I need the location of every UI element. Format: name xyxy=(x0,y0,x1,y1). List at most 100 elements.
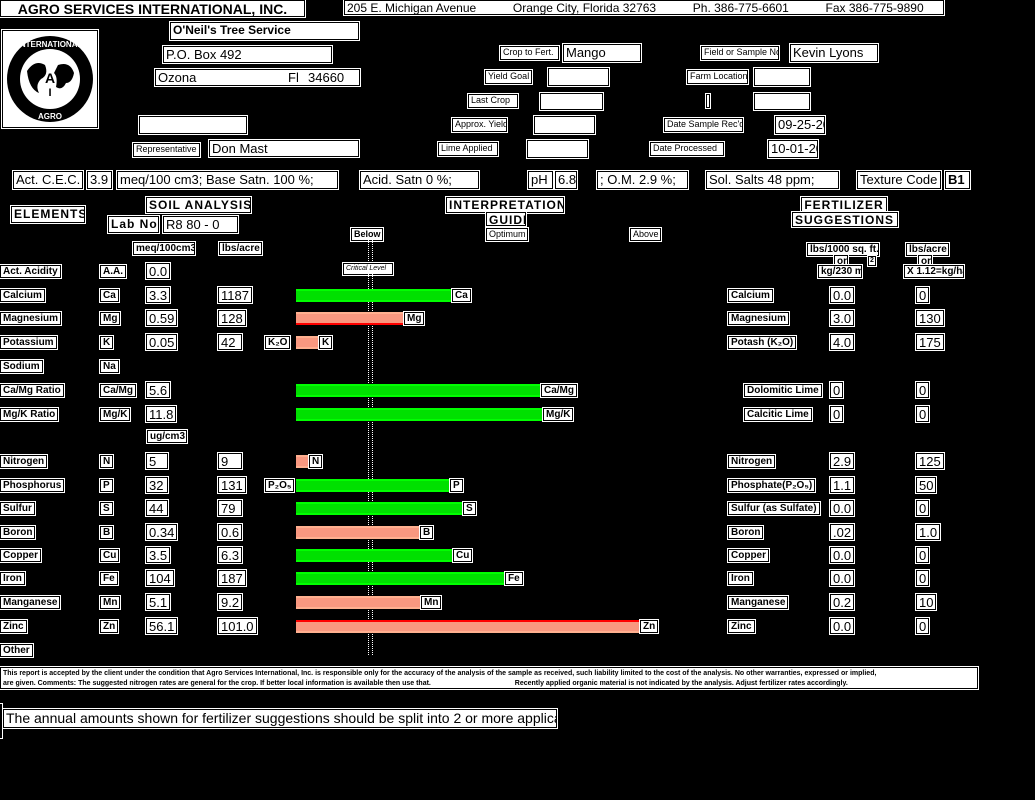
fertilizer-name: Magnesium xyxy=(726,311,791,326)
interpretation-bar xyxy=(296,620,639,633)
element-lbs-value: 101.0 xyxy=(217,617,258,635)
interpretation-bar xyxy=(296,408,542,421)
interpretation-bar xyxy=(296,502,462,515)
fertilizer-per-1000sqft: 0.0 xyxy=(828,546,856,564)
element-meq-value: 11.8 xyxy=(144,405,178,423)
fertilizer-name: Copper xyxy=(727,548,770,563)
fertilizer-per-acre: 175 xyxy=(915,333,945,351)
element-meq-value: 3.5 xyxy=(144,546,172,564)
cec-unit-base-satn: meq/100 cm3; Base Satn. 100 %; xyxy=(116,170,339,190)
interpretation-bar xyxy=(296,312,403,325)
cec-value: 3.9 xyxy=(86,170,113,190)
soil-analysis-header: SOIL ANALYSIS xyxy=(145,196,252,214)
fertilizer-per-1000sqft: 2.9 xyxy=(828,452,856,470)
element-name: Zinc xyxy=(0,619,28,634)
interpretation-bar-label: Mn xyxy=(419,595,443,610)
texture-code-value: B1 xyxy=(944,170,971,190)
interpretation-bar-label: P xyxy=(449,478,464,493)
element-symbol: Ca xyxy=(99,288,120,303)
yield-goal-value xyxy=(547,67,610,87)
interp-guide-header-1: INTERPRETATION xyxy=(445,196,566,214)
element-lbs-value: 131 xyxy=(217,476,247,494)
fertilizer-name: Manganese xyxy=(726,595,790,610)
fertilizer-per-1000sqft: 1.1 xyxy=(828,476,856,494)
element-lbs-value: 6.3 xyxy=(216,546,244,564)
fert-unit1-sup: 2 xyxy=(867,255,877,267)
element-symbol: Mg xyxy=(98,311,122,326)
optimum-label: Optimum xyxy=(485,227,529,242)
element-name: Phosphorus xyxy=(0,478,66,493)
unit-ug-header: ug/cm3 xyxy=(146,429,188,444)
fertilizer-per-acre: 0 xyxy=(914,546,931,564)
element-symbol: Cu xyxy=(98,548,121,563)
fert-unit1-line3: kg/230 m xyxy=(817,264,864,279)
fertilizer-name: Nitrogen xyxy=(726,454,777,469)
element-symbol: Zn xyxy=(98,619,120,634)
fertilizer-per-acre: 0 xyxy=(914,569,931,587)
lab-no-value: R8 80 - 0 xyxy=(162,215,239,234)
element-lbs-value: 9 xyxy=(217,452,243,470)
fertilizer-per-acre: 0 xyxy=(914,499,931,517)
element-meq-value: 56.1 xyxy=(144,617,179,635)
company-address: 205 E. Michigan Avenue xyxy=(347,1,477,15)
client-address: P.O. Box 492 xyxy=(162,45,333,64)
interpretation-bar-label: Zn xyxy=(638,619,660,634)
farm-location-label: Farm Location xyxy=(686,69,749,85)
farm-location-value xyxy=(753,67,811,87)
element-name: Calcium xyxy=(0,288,46,303)
element-symbol: Mn xyxy=(98,595,122,610)
element-symbol: B xyxy=(98,525,115,540)
fert-unit2-line3: X 1.12=kg/ha xyxy=(903,264,968,279)
company-fax: Fax 386-775-9890 xyxy=(825,1,924,15)
soluble-salts: Sol. Salts 48 ppm; xyxy=(705,170,840,190)
approx-yield-value xyxy=(533,115,596,135)
element-meq-value: 0.05 xyxy=(144,333,179,351)
field-sample-label: Field or Sample No. xyxy=(700,45,784,61)
lime-applied-value xyxy=(526,139,589,159)
disclaimer: This report is accepted by the client un… xyxy=(0,666,979,690)
svg-text:A: A xyxy=(45,70,55,86)
crop-label: Crop to Fert. xyxy=(499,45,560,61)
fertilizer-per-acre: 50 xyxy=(914,476,938,494)
interp-guide-header-2: GUIDE xyxy=(485,211,531,227)
note-marker xyxy=(0,703,3,739)
company-city: Orange City, Florida 32763 xyxy=(512,1,657,15)
svg-text:AGRO: AGRO xyxy=(38,112,62,121)
elements-header: ELEMENTS xyxy=(10,205,86,224)
element-symbol: N xyxy=(98,454,115,469)
element-meq-value: 5 xyxy=(145,452,169,470)
svg-text:I: I xyxy=(48,87,51,99)
fertilizer-per-acre: 10 xyxy=(914,593,938,611)
field-sample-value: Kevin Lyons xyxy=(789,43,879,63)
company-contact-bar: 205 E. Michigan Avenue Orange City, Flor… xyxy=(343,0,945,16)
element-lbs-value: 128 xyxy=(217,309,247,327)
fertilizer-per-1000sqft: 0.2 xyxy=(828,593,856,611)
p2o5-tag: P₂O₅ xyxy=(263,478,296,493)
date-received-label: Date Sample Rec'd. xyxy=(663,117,747,133)
k2o-tag: K₂O xyxy=(263,335,292,350)
interpretation-bar-label: Cu xyxy=(451,548,474,563)
interpretation-bar-label: K xyxy=(317,335,334,350)
date-received-value: 09-25-20 xyxy=(774,115,830,135)
element-symbol: Fe xyxy=(99,571,119,586)
interpretation-bar xyxy=(296,384,540,397)
element-meq-value: 5.6 xyxy=(144,381,172,399)
interpretation-bar-label: Mg xyxy=(402,311,426,326)
svg-text:INTERNATIONAL: INTERNATIONAL xyxy=(18,40,83,49)
last-crop-value xyxy=(539,92,604,111)
interpretation-bar xyxy=(296,455,308,468)
interpretation-bar xyxy=(296,479,449,492)
acid-satn: Acid. Satn 0 %; xyxy=(359,170,480,190)
lab-no-label: Lab No. xyxy=(107,215,161,234)
element-name: Other xyxy=(0,643,34,658)
crop-value: Mango xyxy=(562,43,642,63)
extra-field-value xyxy=(753,92,811,111)
unit-meq-header: meq/100cm3 xyxy=(132,241,196,256)
fertilizer-per-1000sqft: 0.0 xyxy=(828,286,856,304)
element-lbs-value: 9.2 xyxy=(216,593,244,611)
interpretation-bar xyxy=(296,526,419,539)
element-name: Mg/K Ratio xyxy=(0,407,60,422)
interpretation-bar xyxy=(296,549,452,562)
element-name: Sodium xyxy=(0,359,44,374)
interpretation-bar xyxy=(296,289,451,302)
